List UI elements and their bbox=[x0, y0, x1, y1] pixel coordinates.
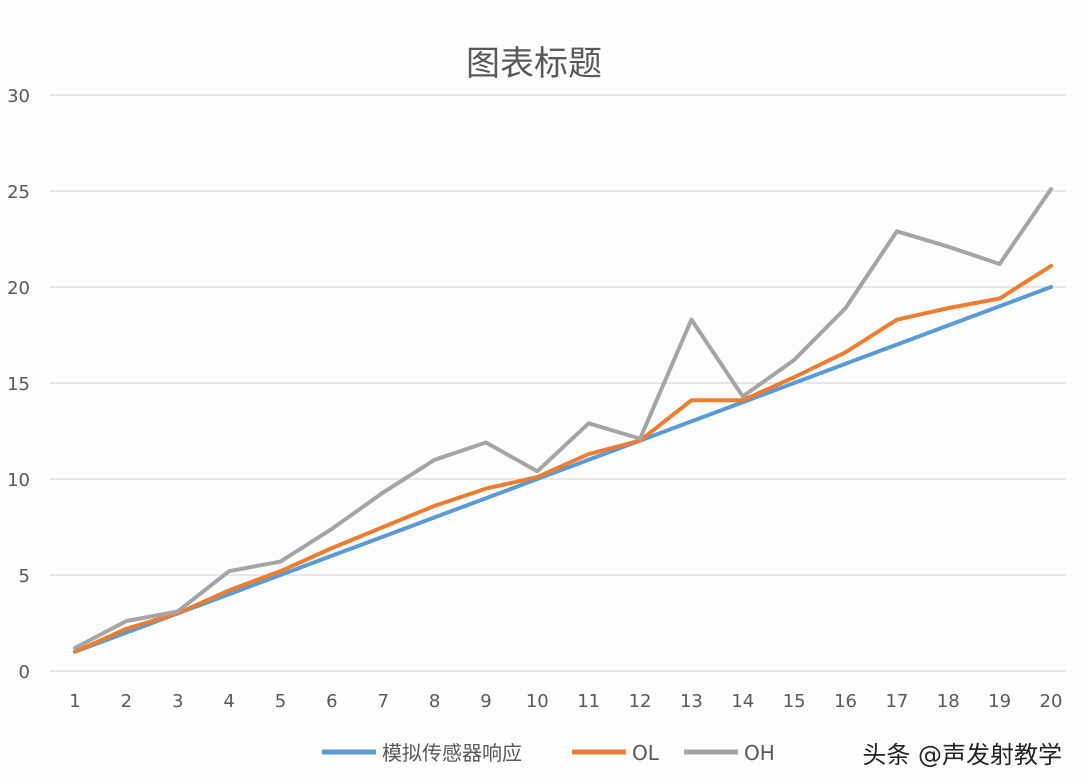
legend-label: 模拟传感器响应 bbox=[382, 741, 522, 765]
series-line-OH bbox=[73, 187, 1053, 650]
legend-label: OH bbox=[744, 741, 775, 765]
x-tick-label: 8 bbox=[429, 691, 440, 712]
chart-title: 图表标题 bbox=[466, 44, 602, 84]
series-line-模拟传感器响应 bbox=[73, 285, 1053, 654]
watermark: 头条 @声发射教学 bbox=[862, 741, 1062, 769]
x-tick-label: 15 bbox=[783, 691, 806, 712]
x-tick-label: 17 bbox=[885, 691, 908, 712]
x-tick-label: 9 bbox=[480, 691, 491, 712]
x-tick-label: 1 bbox=[69, 691, 80, 712]
x-tick-label: 10 bbox=[526, 691, 549, 712]
x-tick-label: 16 bbox=[834, 691, 857, 712]
y-tick-label: 25 bbox=[7, 182, 30, 203]
x-tick-label: 12 bbox=[629, 691, 652, 712]
x-tick-label: 19 bbox=[988, 691, 1011, 712]
x-tick-label: 7 bbox=[377, 691, 388, 712]
series-line-OL bbox=[73, 263, 1053, 654]
x-tick-label: 6 bbox=[326, 691, 337, 712]
x-tick-label: 4 bbox=[223, 691, 234, 712]
x-tick-label: 13 bbox=[680, 691, 703, 712]
y-tick-label: 10 bbox=[7, 470, 30, 491]
y-tick-label: 5 bbox=[19, 566, 30, 587]
legend-label: OL bbox=[632, 741, 660, 765]
x-tick-label: 2 bbox=[121, 691, 132, 712]
y-tick-label: 15 bbox=[7, 374, 30, 395]
x-tick-label: 14 bbox=[731, 691, 754, 712]
y-tick-label: 0 bbox=[19, 662, 30, 683]
y-tick-label: 30 bbox=[7, 86, 30, 107]
x-tick-label: 5 bbox=[275, 691, 286, 712]
x-tick-label: 11 bbox=[577, 691, 600, 712]
y-tick-label: 20 bbox=[7, 278, 30, 299]
x-tick-label: 3 bbox=[172, 691, 183, 712]
x-tick-label: 20 bbox=[1040, 691, 1063, 712]
x-tick-label: 18 bbox=[937, 691, 960, 712]
